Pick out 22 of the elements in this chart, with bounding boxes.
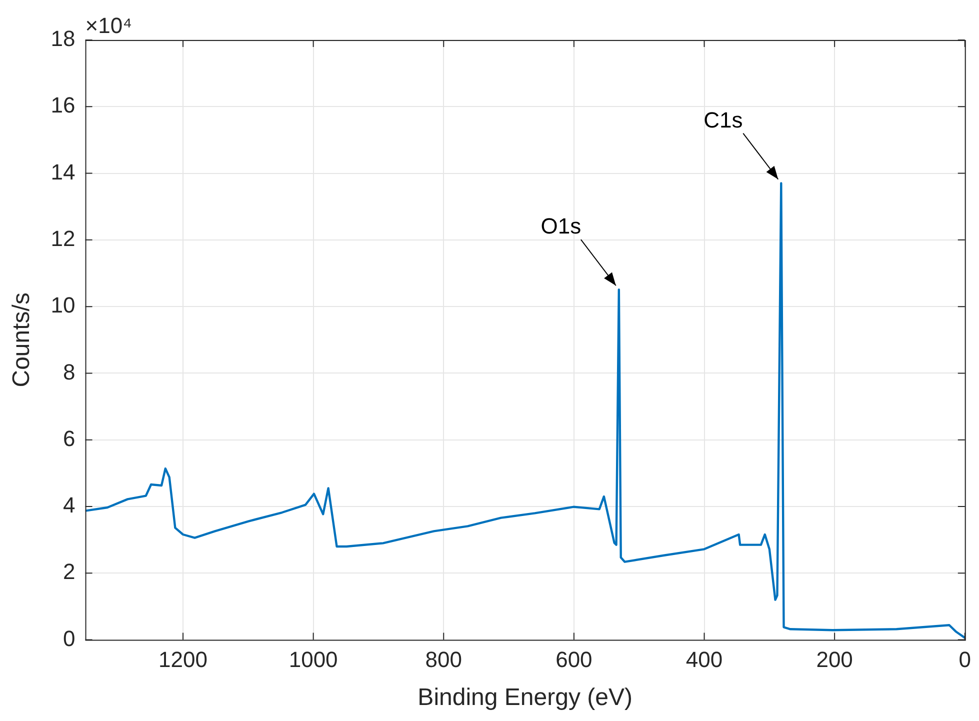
x-tick-label: 800 bbox=[425, 647, 462, 672]
text: ×10⁴ bbox=[85, 13, 132, 38]
y-tick-label: 16 bbox=[50, 92, 76, 118]
x-tick-label: 0 bbox=[958, 647, 972, 672]
y-tick-label: 0 bbox=[63, 626, 76, 651]
y-axis-title: Counts/s bbox=[8, 292, 36, 388]
y-tick-label: 6 bbox=[63, 426, 76, 451]
x-tick-label: 600 bbox=[556, 647, 592, 672]
y-tick-label: 8 bbox=[63, 359, 76, 384]
y-tick-label: 4 bbox=[63, 492, 76, 518]
x-tick-label: 1000 bbox=[288, 647, 338, 672]
y-tick-label: 14 bbox=[50, 159, 76, 184]
y-tick-label: 10 bbox=[50, 292, 76, 318]
x-tick-label: 1200 bbox=[158, 647, 208, 672]
y-tick-label: 2 bbox=[63, 559, 76, 584]
annotation: C1s bbox=[704, 107, 743, 132]
y-tick-label: 18 bbox=[50, 26, 76, 52]
annotation: O1s bbox=[540, 214, 582, 239]
y-tick-label: 12 bbox=[50, 226, 76, 251]
x-axis-title: Binding Energy (eV) bbox=[418, 684, 632, 712]
x-tick-label: 200 bbox=[816, 647, 853, 672]
x-tick-label: 400 bbox=[686, 647, 723, 672]
